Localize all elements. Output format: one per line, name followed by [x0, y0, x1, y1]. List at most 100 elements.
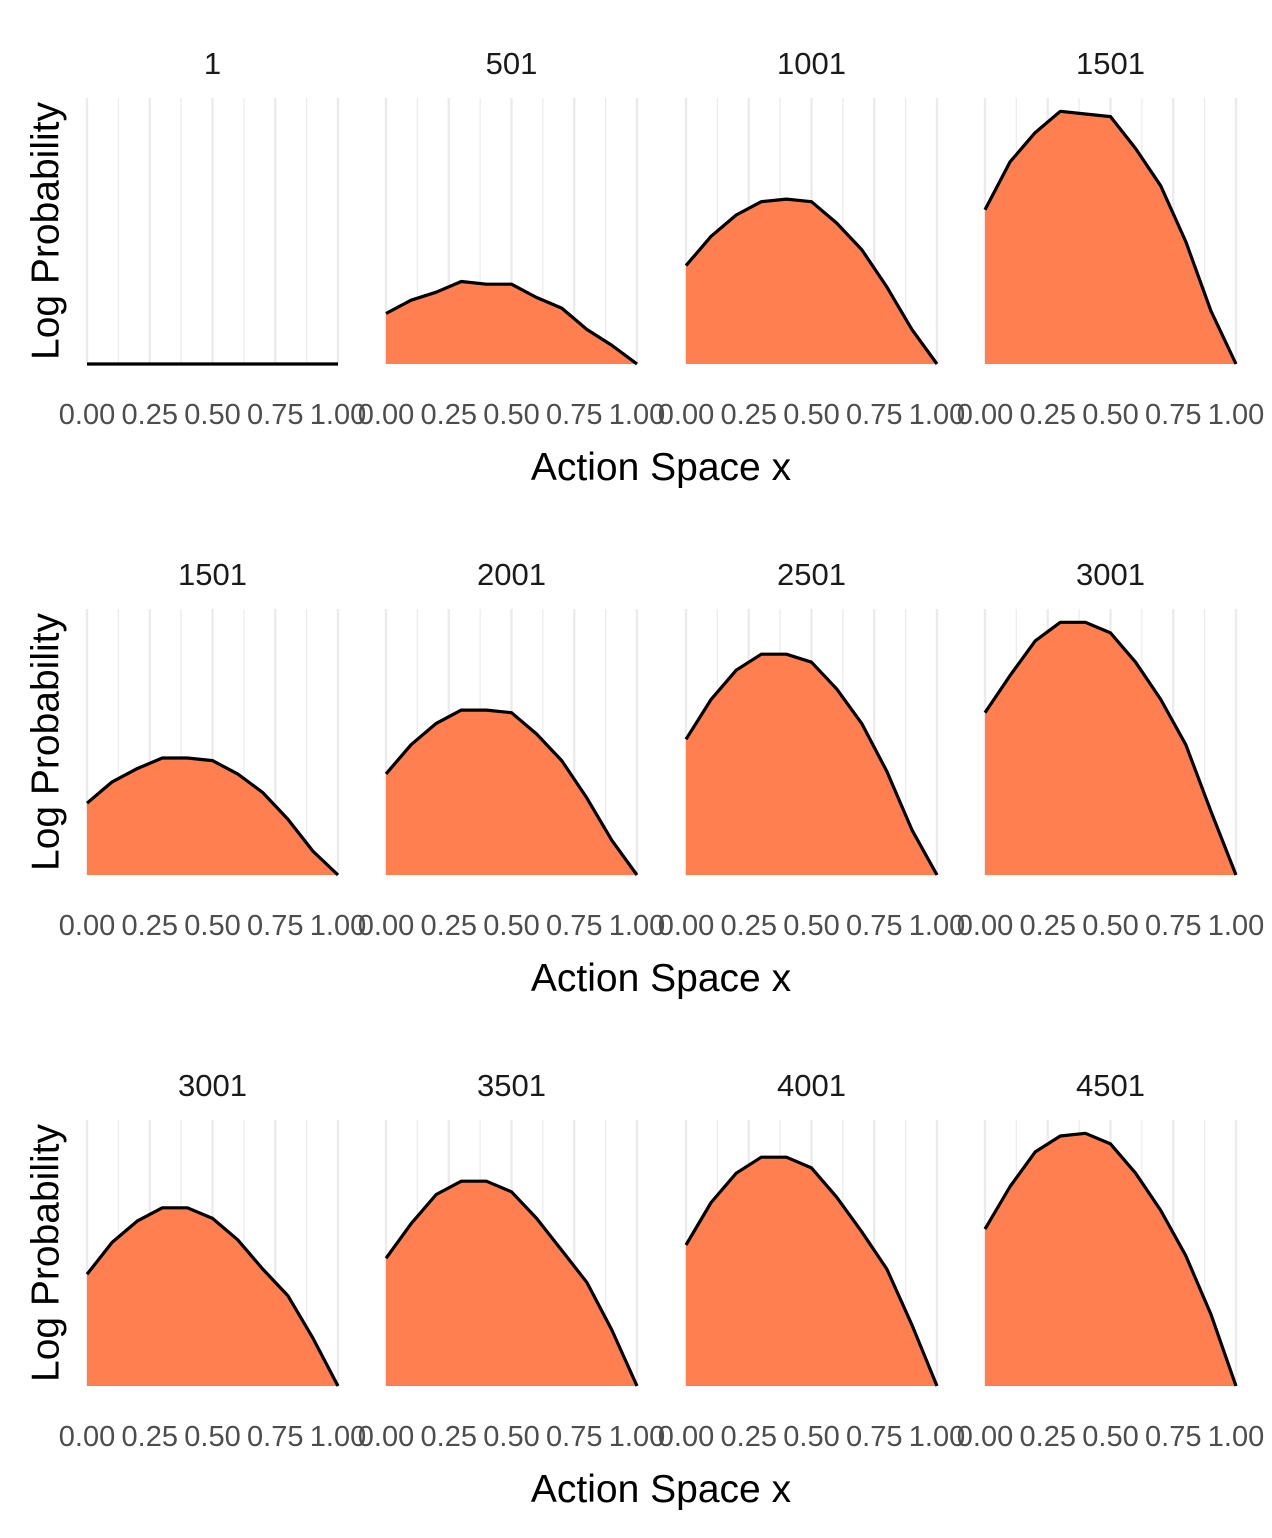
facet-panel: 1501 0.00 0.25 0.50 0.75 1.00 — [957, 46, 1264, 431]
facet-panel: 1001 0.00 0.25 0.50 0.75 1.00 — [658, 46, 965, 431]
facet-panel: 501 0.00 0.25 0.50 0.75 1.00 — [358, 46, 665, 431]
x-tick-label: 1.00 — [609, 1421, 665, 1453]
facet-panel: 3001 0.00 0.25 0.50 0.75 1.00 — [59, 1068, 366, 1453]
x-tick-label: 0.25 — [421, 910, 477, 942]
x-tick-label: 0.75 — [247, 399, 303, 431]
x-tick-label: 1.00 — [310, 910, 366, 942]
x-tick-label: 0.50 — [783, 399, 839, 431]
x-tick-label: 0.75 — [546, 399, 602, 431]
x-axis-title: Action Space x — [531, 1468, 792, 1511]
facet-panel: 4501 0.00 0.25 0.50 0.75 1.00 — [957, 1068, 1264, 1453]
x-tick-label: 0.50 — [483, 399, 539, 431]
x-tick-label: 0.00 — [957, 1421, 1013, 1453]
density-line — [385, 279, 638, 366]
x-tick-label: 0.50 — [184, 1421, 240, 1453]
x-tick-label: 1.00 — [609, 910, 665, 942]
density-area — [686, 654, 937, 875]
density-line — [983, 620, 1238, 876]
facet-panel: 3501 0.00 0.25 0.50 0.75 1.00 — [358, 1068, 665, 1453]
x-tick-label: 0.00 — [658, 399, 714, 431]
x-tick-label: 0.75 — [846, 1421, 902, 1453]
x-tick-label: 0.25 — [122, 1421, 178, 1453]
density-area — [386, 710, 637, 875]
x-tick-label: 0.50 — [1082, 1421, 1138, 1453]
x-tick-label: 0.75 — [1145, 1421, 1201, 1453]
x-tick-label: 1.00 — [609, 399, 665, 431]
x-tick-label: 0.00 — [59, 910, 115, 942]
facet-panel: 1501 0.00 0.25 0.50 0.75 1.00 — [59, 557, 366, 942]
x-tick-label: 0.50 — [783, 910, 839, 942]
x-tick-label: 0.25 — [1020, 1421, 1076, 1453]
density-area — [686, 199, 937, 364]
x-tick-label: 0.50 — [1082, 399, 1138, 431]
x-tick-label: 0.00 — [957, 910, 1013, 942]
y-axis-title: Log Probability — [25, 1124, 68, 1382]
x-tick-label: 0.50 — [184, 399, 240, 431]
x-tick-label: 0.00 — [59, 1421, 115, 1453]
facet-title: 3501 — [477, 1068, 546, 1103]
x-axis-title: Action Space x — [531, 957, 792, 1000]
x-tick-label: 1.00 — [909, 399, 965, 431]
facet-title: 4001 — [777, 1068, 846, 1103]
x-tick-label: 1.00 — [1208, 399, 1264, 431]
density-line — [384, 708, 639, 876]
x-tick-label: 1.00 — [310, 399, 366, 431]
facet-panel: 4001 0.00 0.25 0.50 0.75 1.00 — [658, 1068, 965, 1453]
x-tick-label: 0.75 — [846, 910, 902, 942]
x-tick-label: 0.75 — [1145, 399, 1201, 431]
density-area — [87, 758, 338, 875]
density-line — [85, 1206, 340, 1387]
x-tick-label: 0.25 — [1020, 399, 1076, 431]
facet-panel: 2501 0.00 0.25 0.50 0.75 1.00 — [658, 557, 965, 942]
density-line — [983, 1131, 1238, 1387]
x-tick-label: 0.00 — [59, 399, 115, 431]
x-tick-label: 0.25 — [721, 1421, 777, 1453]
x-tick-label: 0.00 — [957, 399, 1013, 431]
x-tick-label: 0.00 — [358, 1421, 414, 1453]
x-axis-title: Action Space x — [531, 446, 792, 489]
x-tick-label: 0.50 — [483, 910, 539, 942]
x-tick-label: 0.25 — [421, 1421, 477, 1453]
x-tick-label: 0.50 — [483, 1421, 539, 1453]
x-tick-label: 0.25 — [721, 399, 777, 431]
x-tick-label: 0.00 — [658, 910, 714, 942]
density-area — [985, 111, 1236, 364]
density-line — [85, 756, 340, 877]
facet-title: 501 — [486, 46, 538, 81]
facet-title: 1501 — [1076, 46, 1145, 81]
density-area — [985, 1133, 1236, 1386]
facet-title: 4501 — [1076, 1068, 1145, 1103]
facet-panel: 3001 0.00 0.25 0.50 0.75 1.00 — [957, 557, 1264, 942]
facet-title: 2501 — [777, 557, 846, 592]
facet-title: 1 — [204, 46, 221, 81]
x-tick-label: 0.75 — [247, 1421, 303, 1453]
facet-title: 3001 — [178, 1068, 247, 1103]
x-tick-label: 0.25 — [721, 910, 777, 942]
x-tick-label: 0.00 — [358, 399, 414, 431]
x-tick-label: 0.75 — [546, 910, 602, 942]
x-tick-label: 1.00 — [1208, 1421, 1264, 1453]
x-tick-label: 0.50 — [783, 1421, 839, 1453]
y-axis-title: Log Probability — [25, 613, 68, 871]
density-line — [684, 652, 939, 876]
facet-title: 1001 — [777, 46, 846, 81]
x-tick-label: 0.25 — [122, 910, 178, 942]
x-tick-label: 1.00 — [310, 1421, 366, 1453]
facet-panel: 2001 0.00 0.25 0.50 0.75 1.00 — [358, 557, 665, 942]
density-line — [684, 197, 939, 365]
density-line — [384, 1179, 639, 1387]
x-tick-label: 0.75 — [1145, 910, 1201, 942]
x-tick-label: 0.50 — [184, 910, 240, 942]
facet-title: 1501 — [178, 557, 247, 592]
density-line — [684, 1155, 939, 1387]
x-tick-label: 0.75 — [546, 1421, 602, 1453]
facet-panel: 1 0.00 0.25 0.50 0.75 1.00 — [59, 46, 366, 431]
density-area — [386, 281, 637, 364]
density-area — [386, 1181, 637, 1386]
y-axis-title: Log Probability — [25, 102, 68, 360]
density-area — [686, 1157, 937, 1386]
